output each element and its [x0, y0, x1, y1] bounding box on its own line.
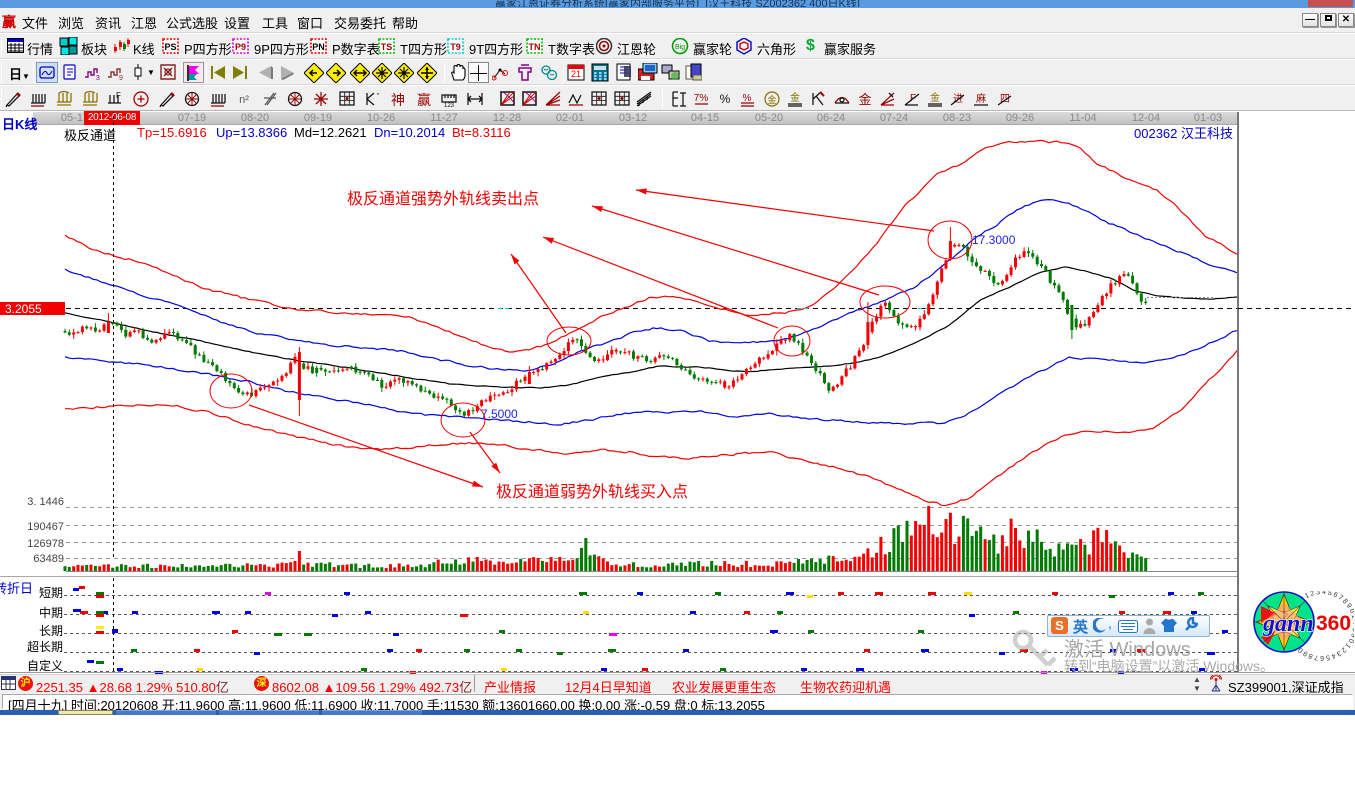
svg-text:": ": [377, 93, 380, 100]
svg-text:%: %: [743, 93, 752, 104]
svg-text:金: 金: [790, 91, 800, 104]
svg-text:PN: PN: [312, 42, 325, 52]
svg-text:T9: T9: [450, 42, 461, 52]
svg-text:P9: P9: [235, 42, 246, 52]
svg-text:F: F: [116, 91, 121, 100]
svg-text:123: 123: [444, 103, 455, 108]
svg-text:360: 360: [1316, 612, 1351, 635]
svg-text:17.3000: 17.3000: [972, 233, 1016, 247]
svg-text:9: 9: [119, 75, 123, 81]
svg-text:%: %: [720, 92, 731, 106]
svg-text:极反通道强势外轨线卖出点: 极反通道强势外轨线卖出点: [347, 190, 539, 208]
svg-text:金: 金: [767, 94, 776, 105]
svg-text:gann: gann: [1262, 611, 1314, 637]
svg-text:赢: 赢: [417, 92, 431, 108]
svg-text:21: 21: [571, 69, 581, 79]
svg-text:TS: TS: [381, 42, 393, 52]
svg-text:3.2055: 3.2055: [5, 302, 42, 316]
svg-text:3: 3: [96, 75, 100, 81]
svg-text:PS: PS: [164, 42, 176, 52]
svg-text:麻: 麻: [976, 92, 986, 105]
svg-text:n²: n²: [239, 94, 249, 106]
svg-text:190467: 190467: [27, 521, 64, 533]
svg-text:126978: 126978: [27, 538, 64, 550]
svg-text:7.5000: 7.5000: [481, 407, 518, 421]
svg-text:Big: Big: [675, 44, 685, 51]
svg-text:7%: 7%: [694, 93, 709, 104]
svg-text:63489: 63489: [33, 553, 64, 565]
svg-text:3. 1446: 3. 1446: [27, 496, 64, 508]
svg-text:极反通道弱势外轨线买入点: 极反通道弱势外轨线买入点: [496, 483, 688, 501]
svg-text:神: 神: [391, 93, 405, 108]
svg-text:TN: TN: [529, 42, 541, 52]
svg-text:金: 金: [858, 92, 871, 107]
svg-text:金: 金: [930, 91, 940, 104]
